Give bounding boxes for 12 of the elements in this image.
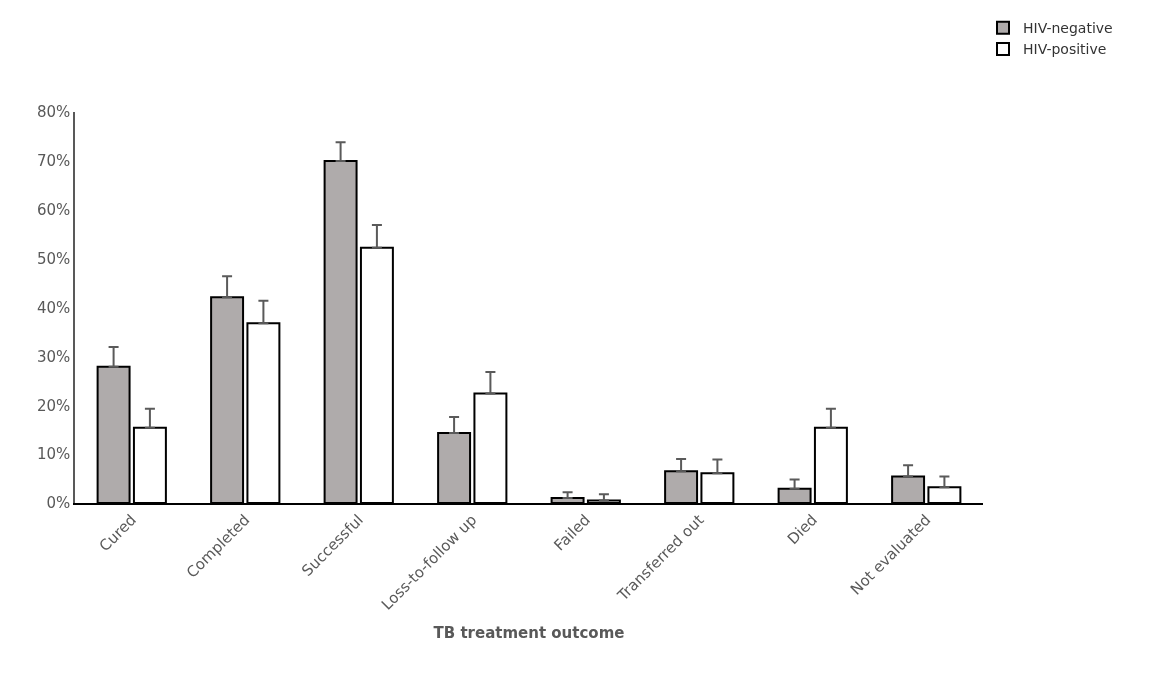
y-tick-label: 20% <box>36 396 71 415</box>
y-tick-label: 30% <box>36 347 71 366</box>
legend-label: HIV-positive <box>1023 41 1107 58</box>
y-tick-label: 80% <box>36 103 71 122</box>
y-tick-label: 0% <box>46 494 71 513</box>
y-tick-label: 50% <box>36 249 71 268</box>
legend-label: HIV-negative <box>1023 20 1113 37</box>
y-tick-label: 70% <box>36 152 71 171</box>
y-tick-label: 60% <box>36 201 71 219</box>
x-axis-title: TB treatment outcome <box>433 624 625 643</box>
y-tick-label: 10% <box>36 445 71 464</box>
y-tick-label: 40% <box>36 298 71 317</box>
